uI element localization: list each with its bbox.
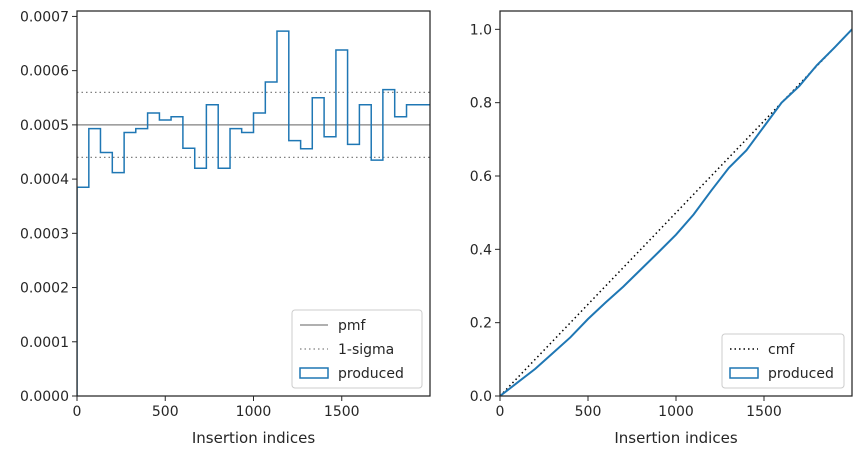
x-tick-label: 0: [73, 404, 82, 420]
x-tick-label: 500: [152, 404, 179, 420]
produced-line: [500, 28, 852, 396]
legend-box: [721, 333, 845, 389]
x-tick-label: 500: [575, 404, 602, 420]
y-tick-label: 0.0002: [20, 281, 69, 297]
x-axis-label: Insertion indices: [192, 429, 315, 447]
legend-label: 1-sigma: [338, 342, 394, 358]
legend-label: pmf: [338, 318, 367, 334]
x-axis-label: Insertion indices: [614, 429, 737, 447]
legend-label: produced: [768, 366, 834, 382]
produced-histogram-step: [77, 30, 430, 396]
plot-frame: [76, 10, 431, 397]
y-tick-label: 0.0004: [20, 172, 69, 188]
legend-swatch: [299, 367, 329, 379]
y-tick-label: 0.6: [470, 169, 492, 185]
legend-label: cmf: [768, 342, 795, 358]
y-tick-label: 0.2: [470, 316, 492, 332]
x-tick-label: 1000: [658, 404, 694, 420]
y-tick-label: 0.8: [470, 96, 492, 112]
plot-area: [500, 28, 852, 396]
y-tick-label: 0.0000: [20, 389, 69, 405]
y-tick-label: 0.0007: [20, 9, 69, 25]
y-tick-label: 0.4: [470, 242, 492, 258]
y-tick-label: 0.0: [470, 389, 492, 405]
x-tick-label: 1500: [324, 404, 360, 420]
x-tick-label: 1000: [236, 404, 272, 420]
x-tick-label: 1500: [746, 404, 782, 420]
legend-swatch: [729, 367, 759, 379]
cumulative-panel: 0 500 1000 1500 0.0 0.2 0.4 0.6 0.8 1.0 Insertion …: [470, 10, 853, 447]
y-tick-label: 0.0003: [20, 226, 69, 242]
plot-area: [77, 30, 430, 396]
y-tick-label: 1.0: [470, 22, 492, 38]
y-tick-label: 0.0005: [20, 118, 69, 134]
histogram-panel: 0 500 1000 1500 0.0000 0.0001 0.0002 0.0003 0.00…: [20, 9, 431, 447]
plot-frame: [499, 10, 853, 397]
y-tick-label: 0.0006: [20, 64, 69, 80]
y-tick-label: 0.0001: [20, 335, 69, 351]
x-tick-label: 0: [496, 404, 505, 420]
legend-label: produced: [338, 366, 404, 382]
